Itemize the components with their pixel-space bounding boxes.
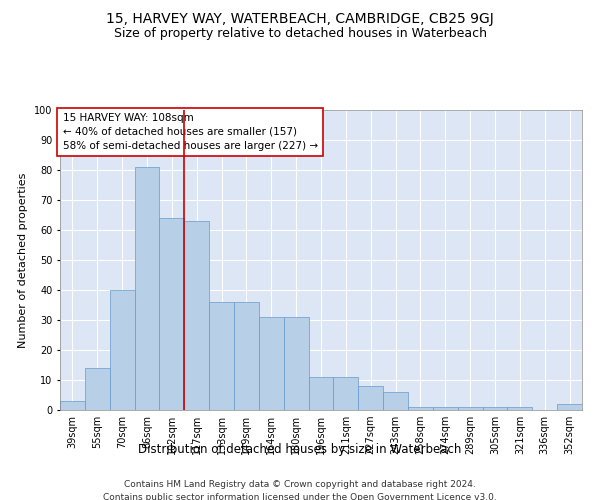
Text: Distribution of detached houses by size in Waterbeach: Distribution of detached houses by size … (139, 442, 461, 456)
Bar (408, 407, 433, 410)
Bar (358, 386, 383, 410)
Bar (557, 404, 582, 410)
Bar (383, 392, 408, 410)
Bar (234, 302, 259, 410)
Bar (184, 221, 209, 410)
Bar (134, 167, 160, 410)
Bar (308, 377, 334, 410)
Bar (259, 317, 284, 410)
Bar (209, 302, 234, 410)
Bar (160, 218, 184, 410)
Bar (433, 407, 458, 410)
Bar (508, 407, 532, 410)
Text: Size of property relative to detached houses in Waterbeach: Size of property relative to detached ho… (113, 28, 487, 40)
Bar (334, 377, 358, 410)
Text: 15 HARVEY WAY: 108sqm
← 40% of detached houses are smaller (157)
58% of semi-det: 15 HARVEY WAY: 108sqm ← 40% of detached … (62, 113, 318, 151)
Bar (60, 401, 85, 410)
Text: Contains HM Land Registry data © Crown copyright and database right 2024.
Contai: Contains HM Land Registry data © Crown c… (103, 480, 497, 500)
Bar (85, 368, 110, 410)
Text: 15, HARVEY WAY, WATERBEACH, CAMBRIDGE, CB25 9GJ: 15, HARVEY WAY, WATERBEACH, CAMBRIDGE, C… (106, 12, 494, 26)
Bar (110, 290, 134, 410)
Bar (284, 317, 308, 410)
Bar (482, 407, 508, 410)
Y-axis label: Number of detached properties: Number of detached properties (19, 172, 28, 348)
Bar (458, 407, 482, 410)
